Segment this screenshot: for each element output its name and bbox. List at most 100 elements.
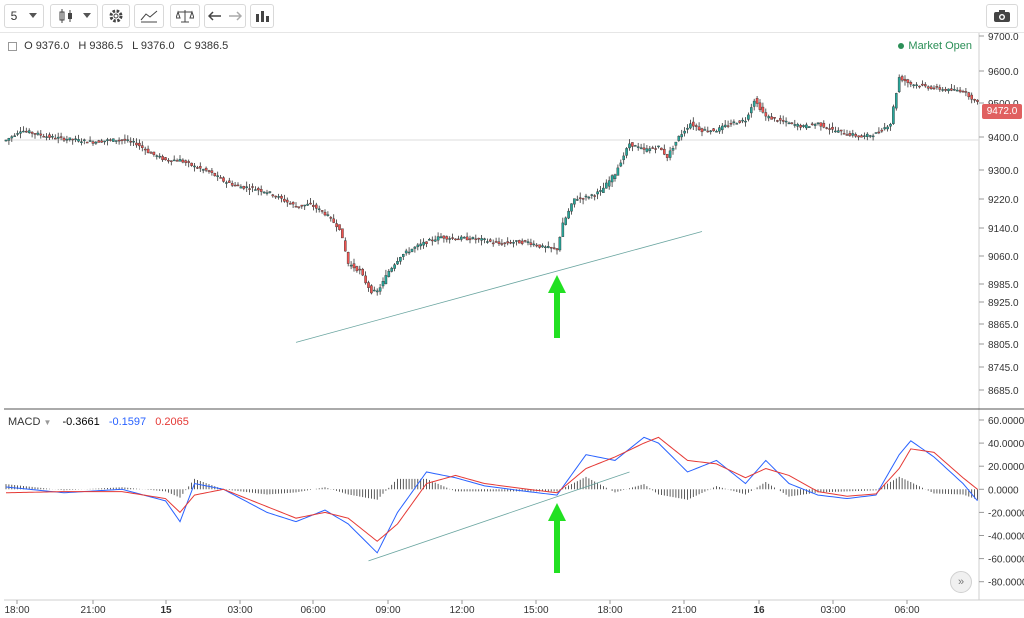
candle-body [198,166,202,169]
candle-body [413,246,417,249]
candle-body [117,139,121,142]
screenshot-button[interactable] [986,4,1018,28]
candle-body [839,129,843,132]
candle-body [425,241,428,244]
candle-body [796,124,799,127]
candle-body [657,145,660,148]
candle-body [755,98,759,104]
candle-body [51,135,54,138]
candle-body [578,197,582,199]
candle-body [399,257,402,262]
interval-select[interactable]: 5 [4,4,44,28]
candle-body [129,141,133,143]
candle-body [779,118,782,121]
open-value: 9376.0 [35,40,70,52]
indicators-button[interactable] [134,4,164,28]
compare-button[interactable] [170,4,200,28]
candle-body [874,132,878,134]
price-axis: 9700.09600.09500.09400.09300.09220.09140… [979,32,1019,397]
candle-body [445,236,449,240]
candle-body [268,191,272,193]
candle-body [457,238,460,241]
candle-body [300,204,304,207]
undo-icon[interactable] [208,10,222,22]
candle-body [747,114,750,120]
candle-body [433,239,437,242]
candle-body [903,78,907,82]
candle-body [848,133,852,136]
candle-body [161,156,164,161]
price-tick-label: 8745.0 [988,363,1019,374]
macd-tick-label: -20.0000 [988,508,1024,519]
candle-body [486,241,489,243]
candle-body [152,151,156,155]
candle-body [82,139,86,141]
redo-icon[interactable] [228,10,242,22]
time-tick-label: 21:00 [671,605,696,616]
candle-body [288,203,292,205]
candle-body [207,170,211,172]
candle-body [358,268,362,271]
candle-body [332,218,336,223]
candle-body [181,159,185,163]
candle-body [225,182,228,184]
candle-body [706,130,710,133]
macd-axis: 60.0000 40.0000 20.0000 0.0000 -20.0000 -40.0… [979,416,1024,589]
candle-body [326,214,330,216]
candle-body [921,83,924,86]
macd-label[interactable]: MACD [8,416,41,428]
market-status: Market Open [898,40,972,52]
candle-body [54,137,57,140]
candle-body [506,241,510,244]
candle-body [813,124,817,126]
candle-body [584,195,588,198]
candle-body [897,77,901,93]
candle-body [245,186,249,188]
interval-value: 5 [10,9,18,23]
candle-body [555,248,559,251]
candle-body [770,116,773,120]
candle-body [471,237,475,239]
candle-body [431,239,434,242]
candle-body [158,155,162,158]
candle-body [599,190,602,192]
candle-body [216,175,220,177]
chart-type-button[interactable] [50,4,98,28]
candle-body [912,84,915,87]
candle-body [518,240,521,244]
candle-body [25,130,28,133]
settings-button[interactable] [102,4,130,28]
candle-body [280,195,283,199]
time-tick-label: 15:00 [523,605,548,616]
candle-body [668,150,672,158]
candle-body [735,123,739,125]
candle-body [355,266,359,272]
price-tick-label: 8685.0 [988,386,1019,397]
candle-body [776,120,779,122]
candle-body [877,131,881,134]
candle-body [135,142,138,146]
candle-body [27,130,31,133]
candle-body [236,184,240,187]
candle-body [950,88,953,91]
candle-body [590,194,594,196]
candle-body [283,198,286,202]
candle-body [564,217,567,225]
candle-body [645,148,649,152]
candle-body [491,242,495,245]
candle-body [364,275,367,284]
macd-tick-label: -40.0000 [988,532,1024,543]
collapse-icon[interactable] [8,41,17,51]
candle-body [77,139,80,142]
candle-body [752,100,756,107]
macd-menu-icon[interactable]: ▼ [43,418,52,427]
candle-body [468,238,472,241]
candle-body [581,198,585,200]
candle-body [773,117,776,119]
candle-body [13,135,17,137]
scroll-to-realtime-button[interactable]: » [950,571,972,593]
candle-body [196,167,199,169]
candle-body [172,159,176,162]
bars-button[interactable] [250,4,274,28]
